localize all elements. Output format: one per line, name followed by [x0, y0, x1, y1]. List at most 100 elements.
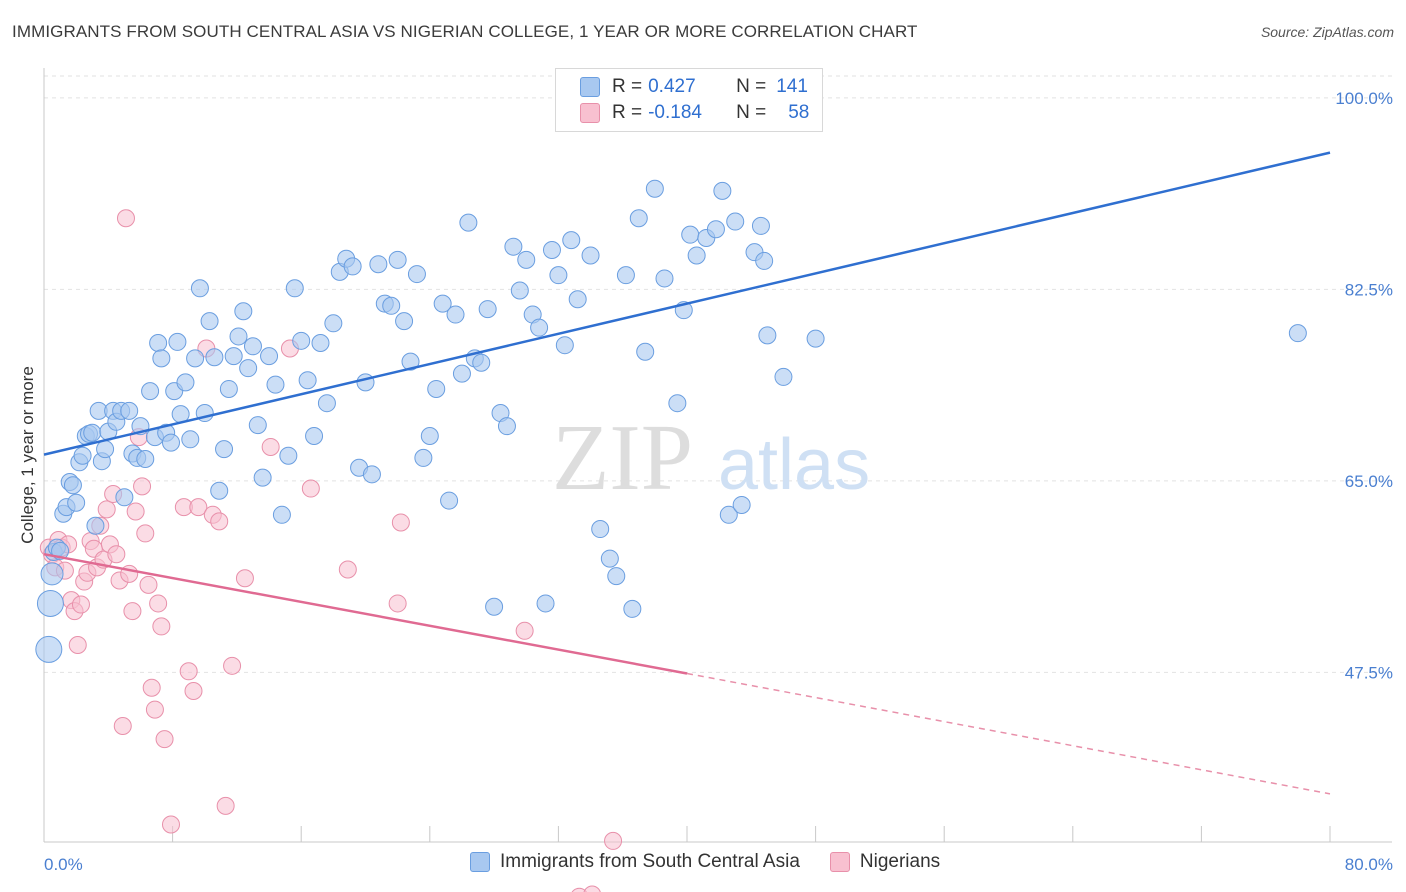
south-central-asia-point — [407, 265, 426, 284]
nigerians-point — [107, 545, 126, 564]
legend-n-value: 141 — [776, 76, 808, 97]
south-central-asia-point — [581, 246, 600, 265]
legend-n-label: N = — [736, 76, 767, 97]
south-central-asia-point — [806, 329, 825, 348]
south-central-asia-point — [1288, 324, 1307, 343]
south-central-asia-point — [86, 516, 105, 535]
south-central-asia-point — [149, 334, 168, 353]
south-central-asia-point — [420, 427, 439, 446]
x-tick-label: 80.0% — [1345, 855, 1393, 874]
nigerians-point — [216, 796, 235, 815]
south-central-asia-point — [555, 336, 574, 355]
pink-trend-line — [43, 552, 688, 675]
south-central-asia-point — [168, 332, 187, 351]
south-central-asia-point — [362, 465, 381, 484]
south-central-asia-point — [629, 209, 648, 228]
south-central-asia-point — [668, 394, 687, 413]
south-central-asia-point — [755, 251, 774, 270]
south-central-asia-point — [243, 337, 262, 356]
legend-swatch-pink — [580, 103, 600, 123]
nigerians-point — [571, 887, 587, 892]
south-central-asia-point — [440, 491, 459, 510]
nigerians-point — [515, 621, 534, 640]
south-central-asia-point — [600, 549, 619, 568]
south-central-asia-point — [115, 488, 134, 507]
bottom-legend-item-pink: Nigerians — [829, 851, 940, 873]
south-central-asia-point — [181, 430, 200, 449]
nigerians-point — [71, 595, 90, 614]
blue-trend-line — [43, 151, 1331, 456]
south-central-asia-point — [200, 312, 219, 331]
nigerians-point — [136, 524, 155, 543]
south-central-asia-point — [530, 318, 549, 337]
south-central-asia-point — [681, 225, 700, 244]
south-central-asia-point — [607, 567, 626, 586]
nigerians-point — [68, 636, 87, 655]
south-central-asia-point — [285, 279, 304, 298]
south-central-asia-point — [305, 427, 324, 446]
nigerians-point — [301, 479, 320, 498]
nigerians-point — [189, 498, 208, 517]
legend-r-label: R = — [612, 76, 643, 97]
south-central-asia-point — [141, 382, 160, 401]
bottom-legend-item-blue: Immigrants from South Central Asia — [470, 851, 800, 873]
south-central-asia-point — [205, 348, 224, 367]
south-central-asia-point — [485, 597, 504, 616]
south-central-asia-point — [73, 446, 92, 465]
chart-title: IMMIGRANTS FROM SOUTH CENTRAL ASIA VS NI… — [12, 22, 918, 41]
nigerians-point — [604, 831, 623, 850]
watermark-zip: ZIP — [552, 406, 693, 510]
south-central-asia-point — [161, 433, 180, 452]
south-central-asia-point — [504, 237, 523, 256]
x-tick-label: 0.0% — [44, 855, 83, 874]
south-central-asia-point — [452, 364, 471, 383]
south-central-asia-point — [317, 394, 336, 413]
south-central-asia-point — [472, 353, 491, 372]
south-central-asia-point — [253, 468, 272, 487]
south-central-asia-point — [446, 305, 465, 324]
nigerians-point — [97, 500, 116, 519]
south-central-asia-point — [433, 294, 452, 313]
south-central-asia-point — [229, 327, 248, 346]
south-central-asia-point — [234, 302, 253, 321]
bottom-legend: Immigrants from South Central Asia Niger… — [470, 851, 970, 873]
south-central-asia-point — [190, 279, 209, 298]
south-central-asia-point — [713, 181, 732, 200]
nigerians-point — [152, 617, 171, 636]
south-central-asia-point — [616, 266, 635, 285]
y-tick-label: 100.0% — [1335, 89, 1393, 108]
south-central-asia-point — [726, 212, 745, 231]
y-tick-label: 65.0% — [1345, 472, 1393, 491]
south-central-asia-point — [562, 231, 581, 250]
nigerians-point — [123, 602, 142, 621]
south-central-asia-point — [292, 331, 311, 350]
south-central-asia-point — [120, 401, 139, 420]
nigerians-point — [179, 662, 198, 681]
legend-r-value: -0.184 — [648, 102, 702, 123]
south-central-asia-point — [517, 250, 536, 269]
south-central-asia-points — [35, 179, 1307, 663]
nigerians-point — [139, 575, 158, 594]
south-central-asia-point — [568, 290, 587, 309]
south-central-asia-point — [279, 446, 298, 465]
south-central-asia-point — [549, 266, 568, 285]
south-central-asia-point — [260, 347, 279, 366]
south-central-asia-point — [542, 240, 561, 259]
south-central-asia-point — [774, 367, 793, 386]
south-central-asia-point — [239, 359, 258, 378]
nigerians-point — [223, 656, 242, 675]
legend-row-blue: R = 0.427 N = 141 — [580, 75, 808, 99]
nigerians-point — [338, 560, 357, 579]
nigerians-point — [126, 502, 145, 521]
south-central-asia-point — [751, 216, 770, 235]
legend-n-label: N = — [736, 102, 767, 123]
y-axis-label: College, 1 year or more — [18, 366, 37, 544]
south-central-asia-point — [343, 257, 362, 276]
watermark-atlas: atlas — [718, 425, 870, 505]
south-central-asia-point — [210, 481, 229, 500]
south-central-asia-point — [136, 450, 155, 468]
south-central-asia-point — [35, 635, 63, 663]
south-central-asia-point — [478, 300, 497, 319]
south-central-asia-point — [591, 520, 610, 539]
